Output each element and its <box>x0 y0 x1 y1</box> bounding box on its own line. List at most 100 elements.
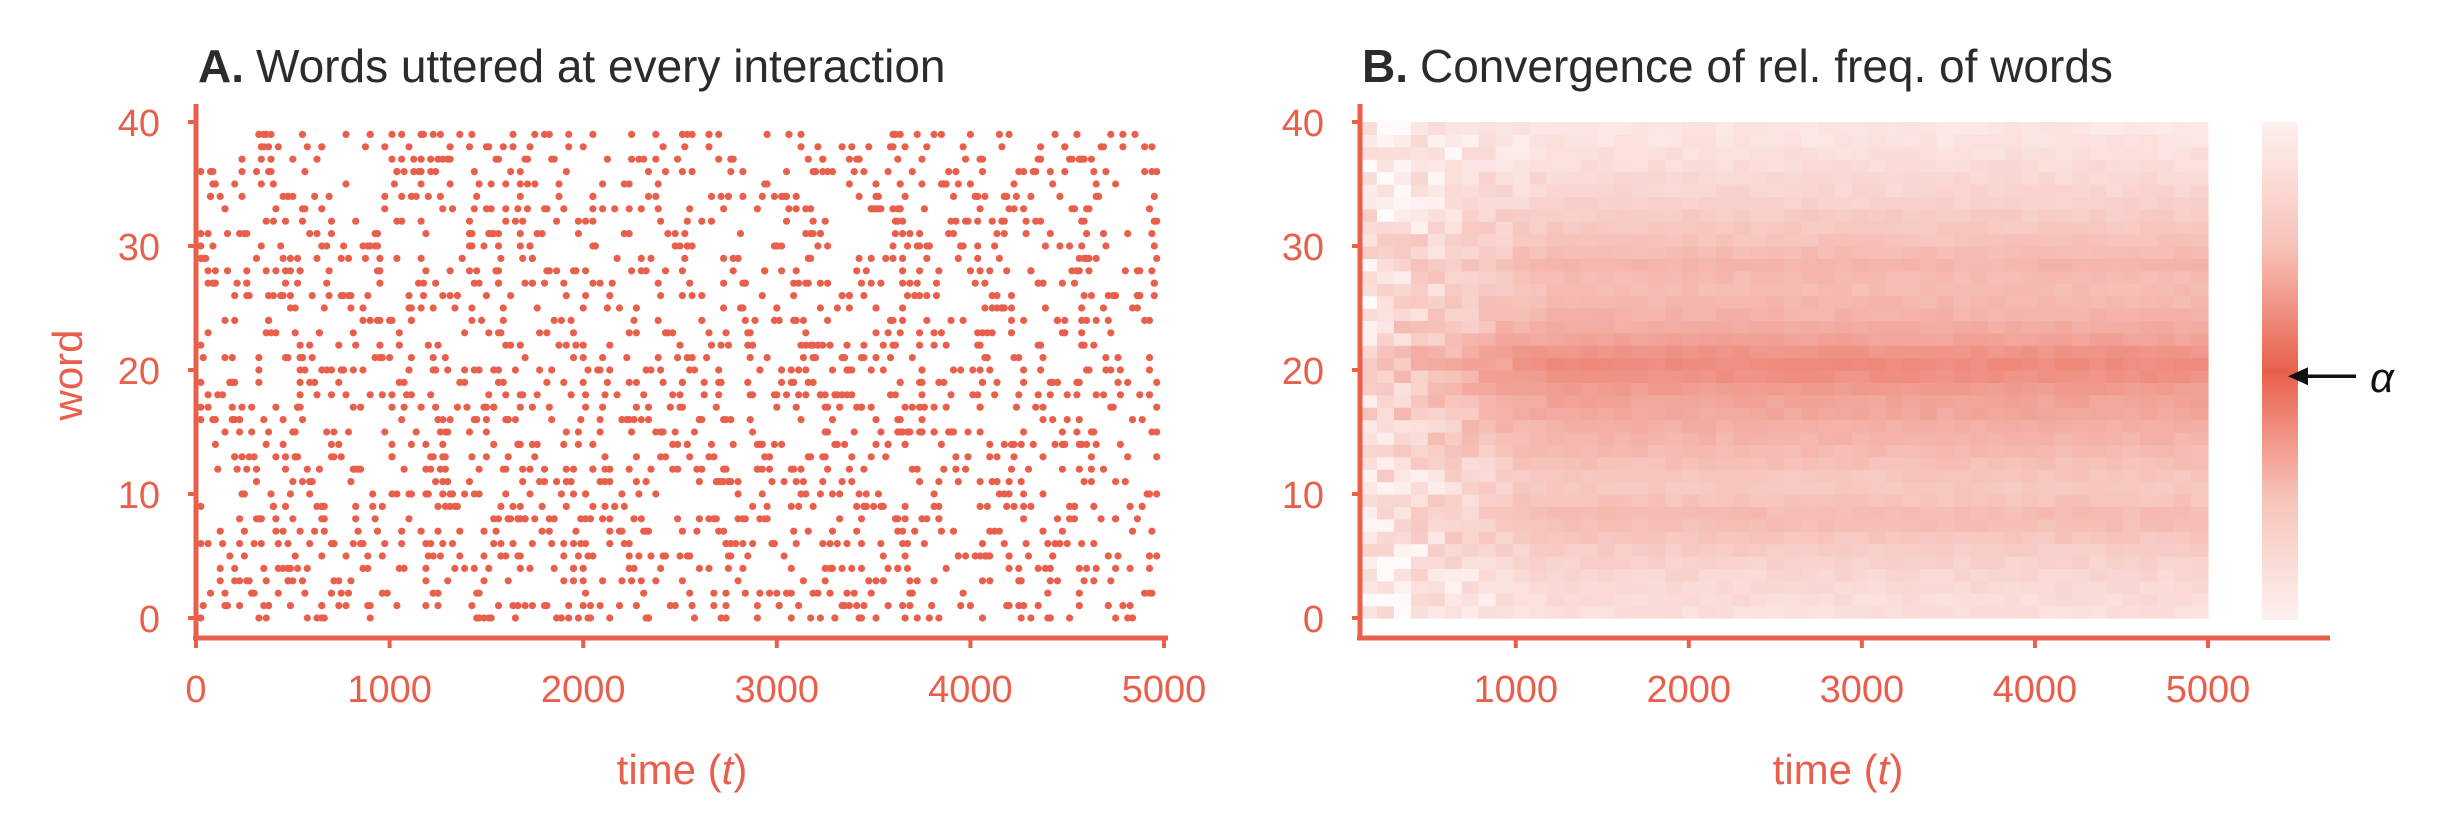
data-point <box>734 254 742 262</box>
heatmap-cell <box>1784 580 1802 594</box>
heatmap-cell <box>1410 246 1429 259</box>
heatmap-cell <box>1699 481 1717 495</box>
data-point <box>853 155 861 163</box>
heatmap-cell <box>1987 506 2006 520</box>
data-point <box>780 478 788 486</box>
data-point <box>1046 391 1054 399</box>
heatmap-cell <box>1767 146 1785 160</box>
data-point <box>981 304 989 312</box>
data-point <box>727 168 735 176</box>
data-point <box>233 465 241 473</box>
data-point <box>891 341 900 349</box>
data-point <box>1114 552 1122 560</box>
data-point <box>657 366 665 374</box>
heatmap-cell <box>1800 432 1819 445</box>
heatmap-cell <box>1767 283 1785 297</box>
heatmap-cell <box>1800 171 1819 185</box>
heatmap-cell <box>1410 556 1429 569</box>
data-point <box>848 478 856 486</box>
heatmap-cell <box>1716 221 1734 235</box>
heatmap-cell <box>1919 531 1938 545</box>
heatmap-cell <box>1546 407 1565 421</box>
heatmap-cell <box>1733 134 1751 148</box>
data-point <box>797 143 805 151</box>
data-point <box>439 440 447 448</box>
data-point <box>644 168 653 176</box>
data-point <box>995 254 1004 262</box>
data-point <box>490 440 498 448</box>
heatmap-cell <box>1376 159 1395 173</box>
data-point <box>197 378 205 386</box>
data-point <box>632 602 641 610</box>
heatmap-cell <box>2072 196 2090 210</box>
data-point <box>1087 478 1095 486</box>
heatmap-cell <box>1376 593 1395 607</box>
heatmap-cell <box>1699 432 1717 445</box>
data-point <box>899 304 907 312</box>
heatmap-cell <box>1953 295 1972 309</box>
data-point <box>1041 242 1049 250</box>
heatmap-cell <box>2038 394 2056 408</box>
heatmap-cell <box>1597 196 1615 210</box>
data-point <box>364 552 372 560</box>
data-point <box>1073 378 1081 386</box>
data-point <box>937 130 946 138</box>
heatmap-cell <box>1750 246 1768 259</box>
heatmap-cell <box>1495 283 1514 297</box>
data-point <box>712 403 720 411</box>
data-point <box>528 602 537 610</box>
heatmap-cell <box>1834 357 1853 371</box>
heatmap-cell <box>2157 171 2175 185</box>
data-point <box>828 366 837 374</box>
heatmap-cell <box>1868 159 1887 173</box>
heatmap-cell <box>1410 159 1429 173</box>
heatmap-cell <box>2140 146 2158 160</box>
heatmap-cell <box>1936 419 1955 433</box>
heatmap-cell <box>1478 246 1497 259</box>
y-tick-label: 40 <box>118 103 160 145</box>
data-point <box>265 316 273 324</box>
data-point <box>749 502 757 510</box>
data-point <box>1087 465 1095 473</box>
data-point <box>819 453 827 461</box>
heatmap-cell <box>1953 593 1972 607</box>
data-point <box>930 403 938 411</box>
heatmap-cell <box>1495 171 1514 185</box>
heatmap-cell <box>1393 543 1412 557</box>
data-point <box>335 341 343 349</box>
heatmap-cell <box>1750 593 1768 607</box>
data-point <box>1010 502 1018 510</box>
heatmap-cell <box>1376 456 1395 470</box>
data-point <box>860 465 868 473</box>
data-point <box>603 304 612 312</box>
data-point <box>473 614 481 622</box>
data-point <box>1000 540 1008 548</box>
heatmap-cell <box>2191 246 2209 259</box>
heatmap-cell <box>1631 481 1649 495</box>
heatmap-cell <box>2191 580 2209 594</box>
heatmap-cell <box>1393 605 1412 619</box>
data-point <box>705 143 713 151</box>
data-point <box>344 428 353 436</box>
data-point <box>298 577 307 585</box>
data-point <box>487 205 495 213</box>
data-point <box>901 552 909 560</box>
heatmap-cell <box>1970 320 1989 334</box>
heatmap-cell <box>2055 444 2073 458</box>
data-point <box>349 329 357 337</box>
data-point <box>422 577 430 585</box>
heatmap-cell <box>1427 320 1446 334</box>
data-point <box>315 465 323 473</box>
heatmap-cell <box>1631 134 1649 148</box>
data-point <box>843 341 851 349</box>
heatmap-cell <box>1461 283 1480 297</box>
data-point <box>342 180 350 188</box>
data-point <box>303 564 311 573</box>
heatmap-cell <box>1495 246 1514 259</box>
heatmap-cell <box>1648 456 1666 470</box>
heatmap-cell <box>1495 146 1514 160</box>
heatmap-cell <box>1817 494 1836 507</box>
heatmap-cell <box>1953 283 1972 297</box>
data-point <box>882 254 890 262</box>
data-point <box>1003 267 1011 275</box>
